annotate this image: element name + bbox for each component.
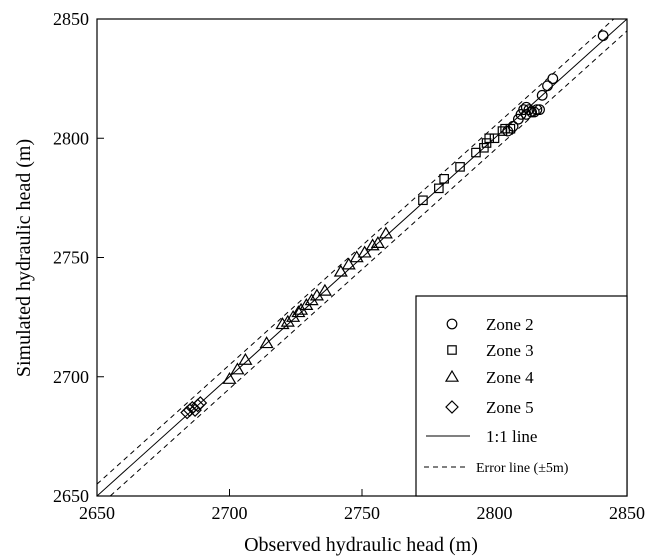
legend-label: Zone 4 — [486, 368, 534, 387]
data-point — [341, 257, 356, 270]
legend-item: Zone 2 — [446, 315, 534, 334]
data-point — [365, 238, 380, 251]
data-point — [259, 336, 274, 349]
y-axis-title: Simulated hydraulic head (m) — [13, 139, 35, 377]
legend-swatch-circle — [446, 318, 458, 330]
data-point — [507, 120, 519, 132]
y-tick-label: 2750 — [53, 248, 89, 268]
data-point — [489, 133, 500, 144]
legend-label: Error line (±5m) — [476, 461, 569, 476]
data-point — [505, 123, 516, 134]
data-point — [317, 283, 332, 296]
legend-label: Zone 2 — [486, 315, 534, 334]
data-point — [528, 106, 540, 118]
legend-label: 1:1 line — [486, 427, 537, 446]
error-line-upper — [97, 19, 615, 485]
x-tick-label: 2800 — [477, 503, 513, 523]
data-point — [190, 398, 205, 413]
legend-swatch-triangle — [444, 369, 460, 382]
legend-item: Zone 4 — [444, 368, 534, 387]
data-point — [523, 104, 535, 116]
legend-item: Zone 3 — [447, 341, 534, 360]
data-point — [357, 245, 372, 258]
x-tick-label: 2750 — [344, 503, 380, 523]
data-point — [434, 183, 444, 194]
data-point — [370, 236, 385, 248]
data-point — [418, 195, 428, 206]
y-tick-label: 2700 — [53, 367, 89, 387]
data-point — [275, 317, 290, 330]
y-tick-label: 2650 — [53, 486, 89, 506]
data-point — [378, 226, 393, 239]
legend-item: Error line (±5m) — [424, 461, 569, 476]
data-point — [531, 104, 543, 116]
data-point — [230, 362, 245, 375]
data-point — [222, 371, 237, 384]
legend-label: Zone 3 — [486, 341, 534, 360]
data-point — [542, 80, 553, 92]
data-point — [193, 396, 208, 410]
legend-swatch-square — [447, 345, 457, 355]
x-axis-title: Observed hydraulic head (m) — [244, 534, 478, 556]
axes: 2650 2700 2750 2800 2850 2650 2700 2750 2800 2850 — [53, 9, 645, 523]
y-tick-label: 2850 — [53, 9, 89, 29]
y-tick-label: 2800 — [53, 128, 89, 148]
legend-swatch-diamond — [445, 400, 459, 414]
x-tick-label: 2650 — [79, 503, 115, 523]
data-point — [500, 123, 510, 134]
x-tick-label: 2850 — [609, 503, 645, 523]
legend-item: Zone 5 — [445, 398, 534, 417]
plot-area — [97, 19, 627, 496]
data-point — [439, 173, 449, 184]
legend-item: 1:1 line — [426, 427, 537, 446]
series-zone-5 — [180, 396, 208, 420]
data-point — [291, 305, 306, 318]
series-zone-3 — [418, 123, 516, 206]
series-zone-2 — [502, 30, 609, 137]
series-zone-4 — [222, 226, 393, 384]
legend: Zone 2 Zone 3 Zone 4 Zone 5 1:1 line Error li… — [415, 295, 628, 497]
data-point — [536, 89, 548, 101]
legend-label: Zone 5 — [486, 398, 534, 417]
data-point — [180, 405, 194, 420]
data-point — [534, 104, 545, 116]
data-point — [238, 352, 253, 365]
data-point — [597, 30, 609, 42]
data-point — [547, 73, 559, 85]
x-tick-label: 2700 — [212, 503, 248, 523]
data-point — [333, 264, 348, 277]
data-point — [484, 133, 494, 144]
data-point — [455, 162, 465, 172]
data-point — [526, 106, 537, 118]
